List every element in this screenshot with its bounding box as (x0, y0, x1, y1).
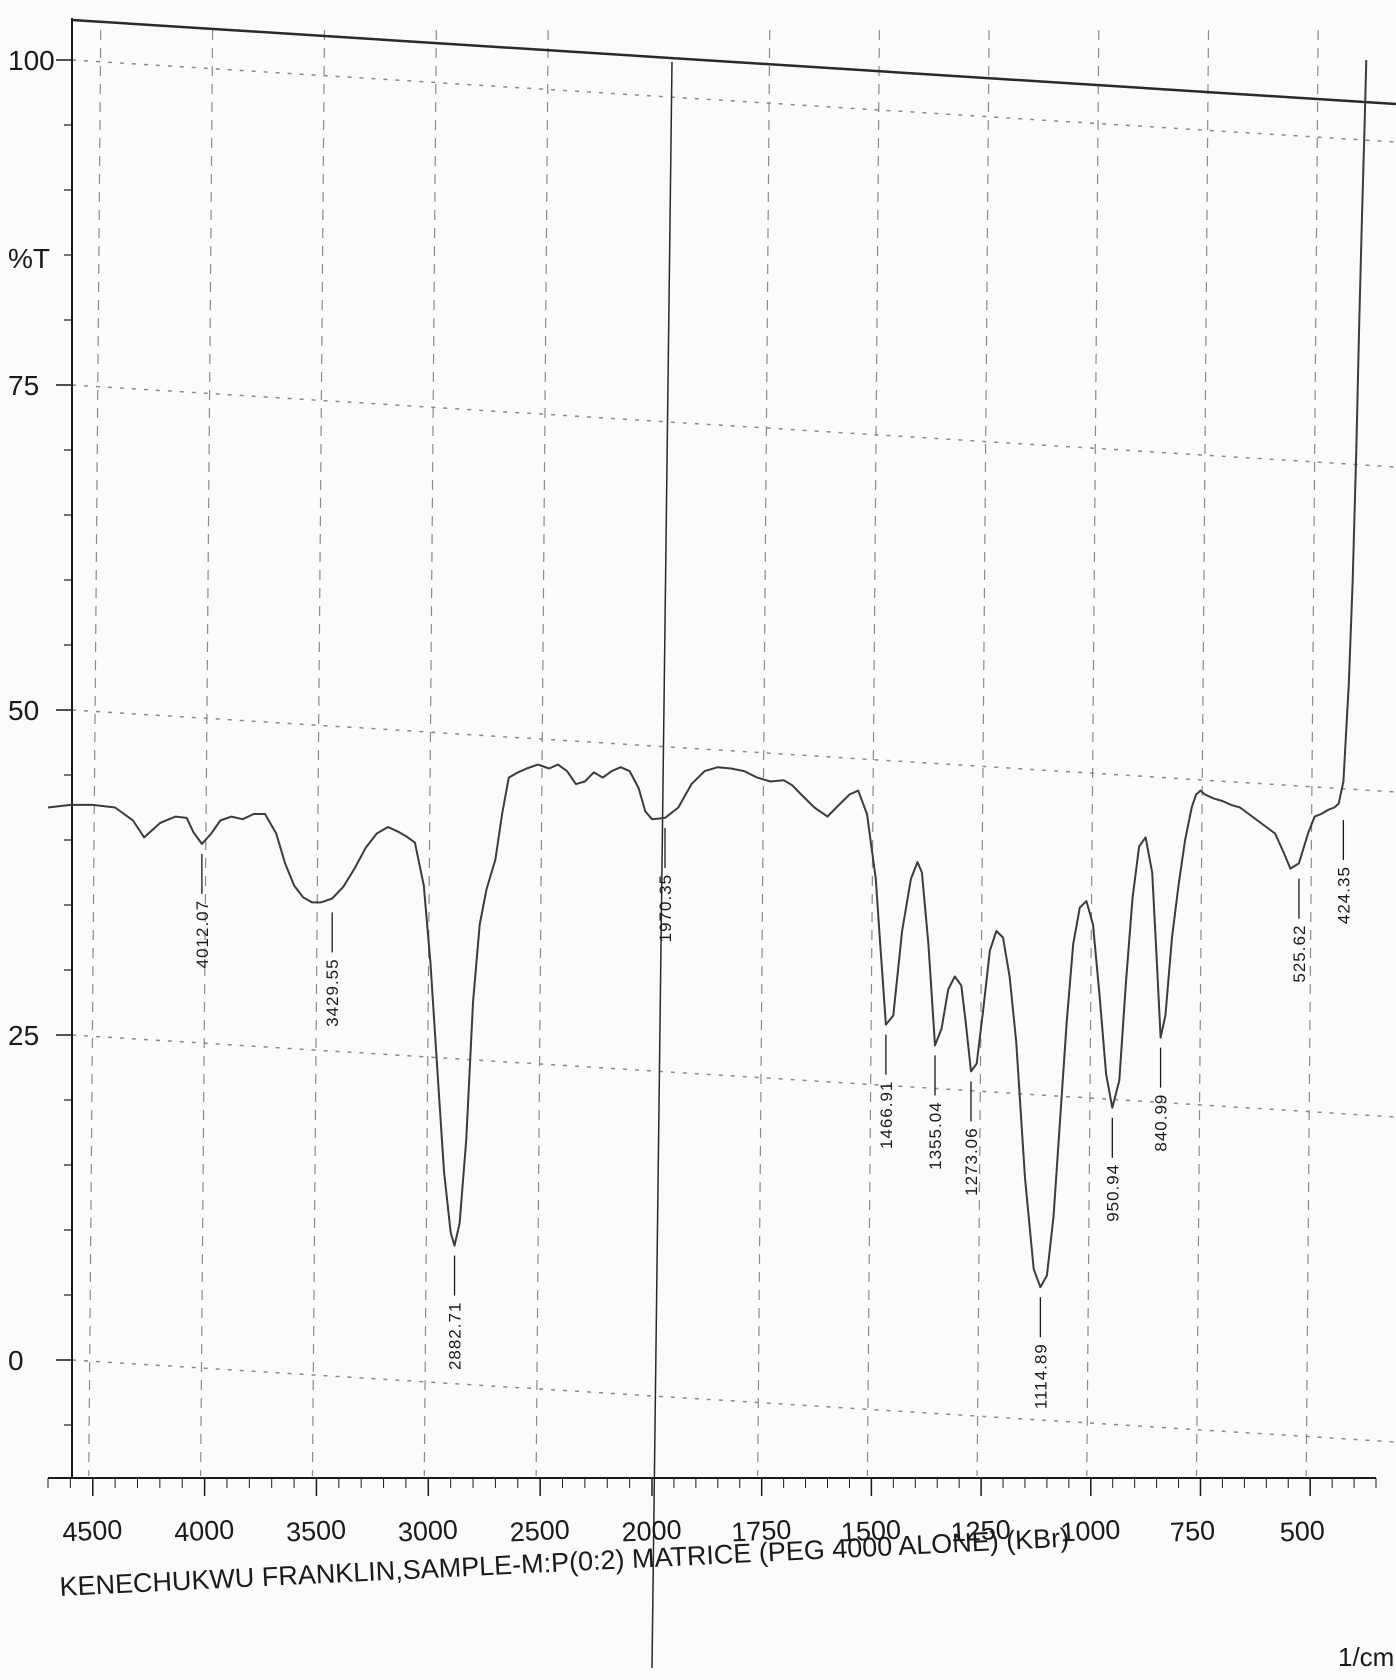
y-tick-label: 100 (8, 45, 55, 76)
x-tick-label: 3500 (285, 1515, 346, 1548)
peak-label: 4012.07 (193, 900, 212, 968)
y-gridline (71, 1359, 1396, 1443)
peak-label: 1970.35 (656, 874, 675, 942)
y-gridline (71, 709, 1396, 793)
x-gridline (1305, 29, 1319, 1477)
peak-label: 424.35 (1334, 866, 1353, 924)
x-gridline (976, 29, 990, 1477)
x-gridline (1195, 29, 1210, 1477)
vertical-marker-line (651, 61, 673, 1669)
peak-label: 1466.91 (877, 1081, 896, 1149)
x-tick-label: 2000 (621, 1515, 682, 1548)
y-tick-label: 75 (8, 370, 39, 401)
x-tick-label: 1250 (950, 1515, 1011, 1548)
x-tick-label: 1000 (1060, 1515, 1121, 1548)
y-tick-label: 0 (8, 1345, 24, 1376)
label-layer: %T 0 25 50 75 100 4500 4000 3500 3000 2500 2000 175… (8, 45, 1326, 1547)
x-tick-label: 1500 (840, 1515, 901, 1548)
x-gridline (1086, 29, 1100, 1477)
x-tick-label: 750 (1169, 1515, 1215, 1547)
peak-label: 1273.06 (962, 1127, 981, 1195)
grid-layer (71, 29, 1396, 1477)
x-gridline (88, 29, 102, 1477)
x-tick-label: 4500 (62, 1515, 123, 1548)
peak-label: 950.94 (1103, 1164, 1122, 1222)
x-gridline (757, 29, 771, 1477)
y-gridline (71, 384, 1396, 468)
x-gridline (199, 29, 214, 1477)
chart-top-border (71, 18, 1396, 106)
x-tick-label: 500 (1279, 1515, 1325, 1547)
y-tick-label: 50 (8, 695, 39, 726)
peak-label: 840.99 (1152, 1094, 1171, 1152)
x-gridline (535, 29, 549, 1477)
y-gridline (71, 59, 1396, 143)
x-gridline (423, 29, 437, 1477)
y-gridline (71, 1034, 1396, 1118)
peak-label: 3429.55 (323, 958, 342, 1026)
x-gridline (866, 29, 880, 1477)
curve-layer (47, 59, 1368, 1289)
peak-label: 525.62 (1290, 925, 1309, 983)
x-tick-label: 4000 (173, 1515, 234, 1548)
peak-label: 1114.89 (1031, 1343, 1050, 1409)
x-gridline (311, 29, 326, 1477)
ticks-layer (47, 59, 1377, 1496)
x-tick-label: 1750 (731, 1515, 792, 1548)
x-tick-label: 2500 (509, 1515, 570, 1548)
peak-label: 1355.04 (926, 1101, 945, 1169)
y-axis-title: %T (8, 243, 50, 274)
x-axis-unit: 1/cm (1338, 1642, 1394, 1672)
y-tick-label: 25 (8, 1020, 39, 1051)
peak-layer: 4012.07 3429.55 2882.71 1970.35 1466.91 1355.… (193, 820, 1353, 1409)
x-tick-label: 3000 (397, 1515, 458, 1548)
axis-layer (48, 18, 1396, 1669)
peak-label: 2882.71 (446, 1302, 465, 1370)
spectrum-line (47, 59, 1368, 1289)
